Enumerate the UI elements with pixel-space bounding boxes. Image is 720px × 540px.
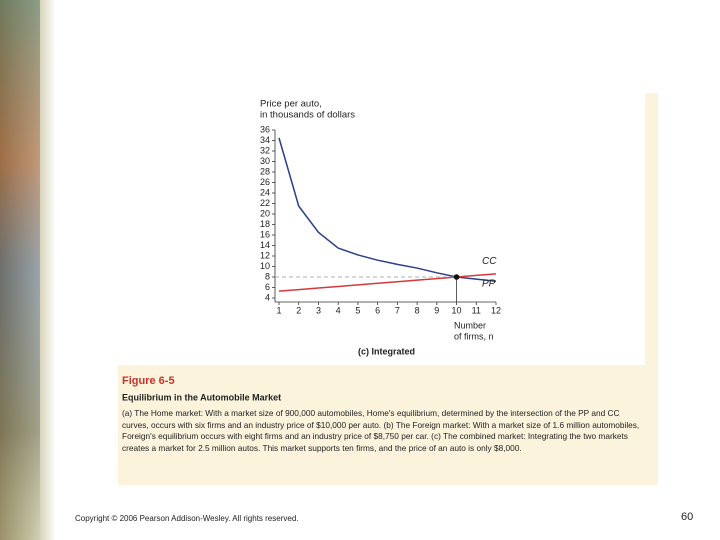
y-tick-label: 16 <box>260 229 270 239</box>
copyright: Copyright © 2006 Pearson Addison-Wesley.… <box>75 514 299 523</box>
y-tick-label: 22 <box>260 198 270 208</box>
y-axis-label: Price per auto, <box>260 99 322 110</box>
series-label: CC <box>482 256 497 267</box>
y-tick-label: 18 <box>260 219 270 229</box>
y-tick-label: 20 <box>260 208 270 218</box>
x-tick-label: 5 <box>355 305 360 315</box>
y-tick-label: 6 <box>265 282 270 292</box>
figure-number: Figure 6-5 <box>122 375 175 387</box>
x-tick-label: 1 <box>276 305 281 315</box>
figure-caption: (a) The Home market: With a market size … <box>122 408 640 453</box>
y-tick-label: 28 <box>260 166 270 176</box>
y-tick-label: 32 <box>260 145 270 155</box>
x-tick-label: 12 <box>491 305 501 315</box>
series-label: PP <box>482 278 496 289</box>
equilibrium-point <box>453 274 460 280</box>
x-tick-label: 10 <box>452 305 462 315</box>
x-tick-label: 9 <box>434 305 439 315</box>
decor-strip-overlay <box>0 0 40 540</box>
x-tick-label: 4 <box>336 305 341 315</box>
x-axis-label: Number <box>454 320 486 330</box>
y-tick-label: 34 <box>260 135 270 145</box>
y-tick-label: 24 <box>260 187 270 197</box>
chart-subtitle: (c) Integrated <box>358 346 415 356</box>
x-tick-label: 2 <box>296 305 301 315</box>
series-line <box>278 273 497 292</box>
y-tick-label: 12 <box>260 250 270 260</box>
y-tick-label: 14 <box>260 240 270 250</box>
y-tick-label: 36 <box>260 124 270 134</box>
y-tick-label: 4 <box>265 292 270 302</box>
x-tick-label: 6 <box>375 305 380 315</box>
y-axis-label: in thousands of dollars <box>260 110 355 121</box>
x-tick-label: 7 <box>395 305 400 315</box>
x-tick-label: 8 <box>415 305 420 315</box>
y-tick-label: 30 <box>260 156 270 166</box>
page-number: 60 <box>681 511 693 523</box>
x-tick-label: 11 <box>472 305 481 315</box>
figure-title: Equilibrium in the Automobile Market <box>122 392 281 402</box>
y-tick-label: 26 <box>260 177 270 187</box>
y-tick-label: 10 <box>260 261 270 271</box>
y-tick-label: 8 <box>265 271 270 281</box>
x-tick-label: 3 <box>316 305 321 315</box>
plot-panel <box>118 93 645 365</box>
x-axis-label: of firms, n <box>454 331 494 341</box>
